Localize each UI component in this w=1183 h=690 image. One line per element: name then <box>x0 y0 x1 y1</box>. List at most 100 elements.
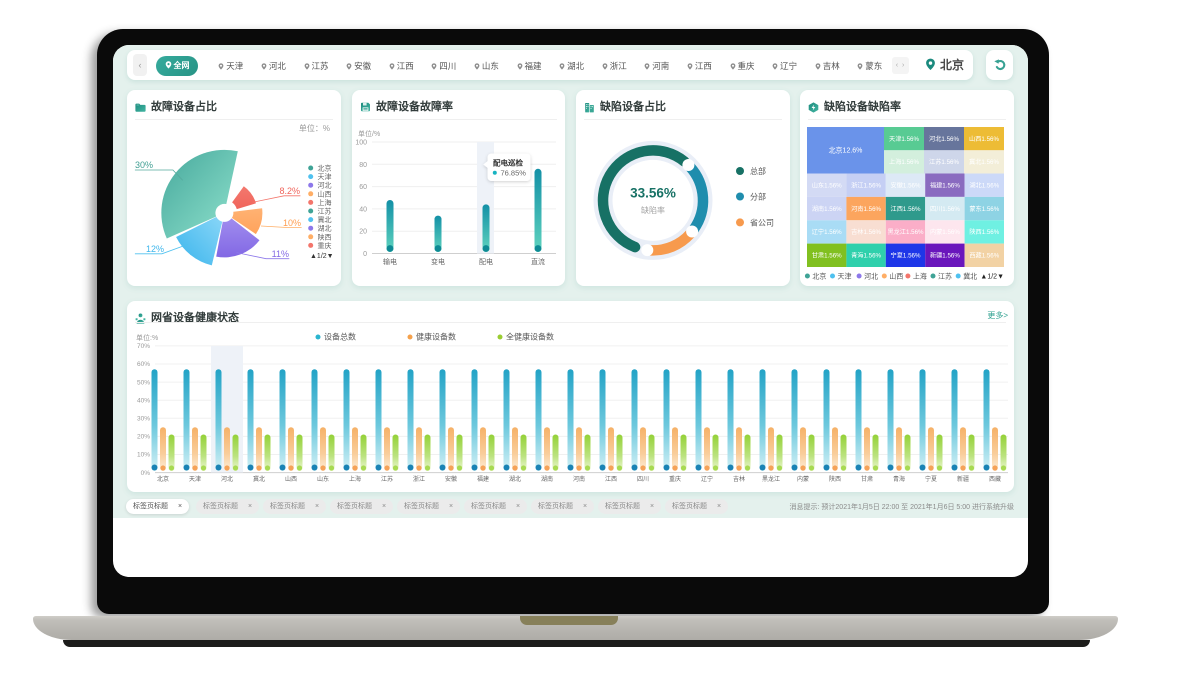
svg-text:四川1.56%: 四川1.56% <box>930 206 960 213</box>
svg-text:11%: 11% <box>272 249 289 259</box>
svg-text:山东: 山东 <box>317 475 329 483</box>
svg-text:辽宁: 辽宁 <box>701 475 713 483</box>
svg-text:20: 20 <box>359 229 367 236</box>
svg-text:内蒙1.56%: 内蒙1.56% <box>930 228 960 236</box>
svg-text:上海: 上海 <box>318 198 332 207</box>
svg-text:33.56%: 33.56% <box>630 186 676 201</box>
svg-text:内蒙: 内蒙 <box>797 475 809 483</box>
svg-text:湖北: 湖北 <box>318 224 332 233</box>
svg-text:健康设备数: 健康设备数 <box>416 332 456 342</box>
svg-text:河南: 河南 <box>573 475 585 483</box>
svg-text:缺陷率: 缺陷率 <box>641 205 665 215</box>
svg-text:80: 80 <box>359 162 367 169</box>
svg-text:湖北1.56%: 湖北1.56% <box>969 181 999 189</box>
svg-text:0: 0 <box>363 251 367 258</box>
svg-text:湖南1.56%: 湖南1.56% <box>812 205 842 213</box>
svg-text:天津1.56%: 天津1.56% <box>889 135 919 143</box>
svg-text:天津: 天津 <box>838 273 852 281</box>
svg-text:江苏: 江苏 <box>381 475 393 483</box>
svg-text:蒙东1.56%: 蒙东1.56% <box>969 205 999 213</box>
svg-text:冀北1.56%: 冀北1.56% <box>969 158 999 166</box>
svg-text:甘肃: 甘肃 <box>861 475 873 483</box>
svg-text:福建1.56%: 福建1.56% <box>930 181 960 189</box>
svg-text:76.85%: 76.85% <box>501 169 527 178</box>
svg-text:冀北: 冀北 <box>318 215 332 224</box>
svg-text:北京: 北京 <box>157 475 169 483</box>
svg-text:黑龙江: 黑龙江 <box>762 475 780 483</box>
svg-text:河北1.56%: 河北1.56% <box>929 135 959 143</box>
svg-text:50%: 50% <box>137 379 150 386</box>
svg-text:甘肃1.56%: 甘肃1.56% <box>812 252 842 260</box>
svg-text:江西1.56%: 江西1.56% <box>891 206 921 213</box>
svg-text:山西: 山西 <box>318 189 332 198</box>
svg-text:西藏: 西藏 <box>989 475 1001 483</box>
svg-text:新疆: 新疆 <box>957 475 969 483</box>
svg-text:40: 40 <box>359 206 367 213</box>
svg-text:20%: 20% <box>137 434 150 441</box>
svg-text:吉林1.56%: 吉林1.56% <box>851 228 881 236</box>
svg-text:上海: 上海 <box>913 272 927 281</box>
svg-text:冀北: 冀北 <box>253 475 265 483</box>
svg-text:山西: 山西 <box>889 272 903 281</box>
svg-text:青海: 青海 <box>893 475 905 483</box>
svg-text:上海: 上海 <box>349 475 361 483</box>
svg-text:10%: 10% <box>283 218 301 228</box>
svg-text:宁夏1.56%: 宁夏1.56% <box>891 252 921 260</box>
svg-text:陕西1.56%: 陕西1.56% <box>969 228 999 236</box>
svg-text:单位：%: 单位：% <box>299 123 330 133</box>
svg-text:重庆: 重庆 <box>669 475 681 483</box>
svg-text:单位/%: 单位/% <box>358 129 380 138</box>
svg-text:江苏: 江苏 <box>318 207 332 216</box>
svg-text:安徽1.56%: 安徽1.56% <box>891 181 921 189</box>
svg-text:0%: 0% <box>141 470 151 477</box>
svg-text:60%: 60% <box>137 361 150 368</box>
svg-text:福建: 福建 <box>477 475 489 483</box>
svg-text:北京: 北京 <box>812 272 826 281</box>
svg-text:设备总数: 设备总数 <box>324 332 356 342</box>
svg-text:山东1.56%: 山东1.56% <box>812 181 842 189</box>
svg-text:西藏1.56%: 西藏1.56% <box>969 252 999 260</box>
svg-text:北京12.6%: 北京12.6% <box>829 146 863 155</box>
svg-text:河北: 河北 <box>864 273 878 281</box>
svg-text:宁夏: 宁夏 <box>925 475 937 483</box>
svg-text:浙江: 浙江 <box>413 475 425 483</box>
svg-text:新疆1.56%: 新疆1.56% <box>930 252 960 260</box>
svg-text:青海1.56%: 青海1.56% <box>851 252 881 260</box>
svg-text:全健康设备数: 全健康设备数 <box>506 332 554 342</box>
svg-text:30%: 30% <box>135 160 153 170</box>
svg-text:▲1/2▼: ▲1/2▼ <box>310 253 334 260</box>
svg-text:山西1.56%: 山西1.56% <box>969 135 999 143</box>
svg-text:8.2%: 8.2% <box>279 186 300 196</box>
svg-text:直流: 直流 <box>531 257 545 266</box>
svg-text:河北: 河北 <box>221 475 233 483</box>
svg-text:江苏: 江苏 <box>938 272 952 281</box>
svg-text:总部: 总部 <box>750 166 766 176</box>
svg-text:▲1/2▼: ▲1/2▼ <box>980 274 1004 281</box>
svg-text:60: 60 <box>359 184 367 191</box>
svg-text:分部: 分部 <box>750 192 766 202</box>
svg-text:江西: 江西 <box>605 476 617 483</box>
svg-text:重庆: 重庆 <box>318 241 332 250</box>
svg-text:黑龙江1.56%: 黑龙江1.56% <box>887 228 924 236</box>
svg-text:湖北: 湖北 <box>509 475 521 483</box>
svg-text:12%: 12% <box>146 244 164 254</box>
svg-text:变电: 变电 <box>431 257 445 266</box>
svg-text:70%: 70% <box>137 343 150 350</box>
svg-text:北京: 北京 <box>318 164 332 173</box>
svg-text:安徽: 安徽 <box>445 475 457 483</box>
svg-text:河南1.56%: 河南1.56% <box>851 205 881 213</box>
svg-text:30%: 30% <box>137 416 150 423</box>
svg-text:天津: 天津 <box>189 476 201 483</box>
svg-text:100: 100 <box>355 140 367 147</box>
svg-text:四川: 四川 <box>637 476 649 483</box>
svg-text:省公司: 省公司 <box>750 217 774 227</box>
svg-text:湖南: 湖南 <box>541 475 553 483</box>
svg-text:配电巡检: 配电巡检 <box>493 158 523 168</box>
svg-text:输电: 输电 <box>383 257 397 266</box>
svg-text:配电: 配电 <box>479 257 493 266</box>
svg-text:40%: 40% <box>137 397 150 404</box>
svg-text:更多>: 更多> <box>987 310 1008 320</box>
svg-text:江苏1.56%: 江苏1.56% <box>929 158 959 166</box>
svg-text:吉林: 吉林 <box>733 475 745 483</box>
svg-text:冀北: 冀北 <box>963 272 977 281</box>
